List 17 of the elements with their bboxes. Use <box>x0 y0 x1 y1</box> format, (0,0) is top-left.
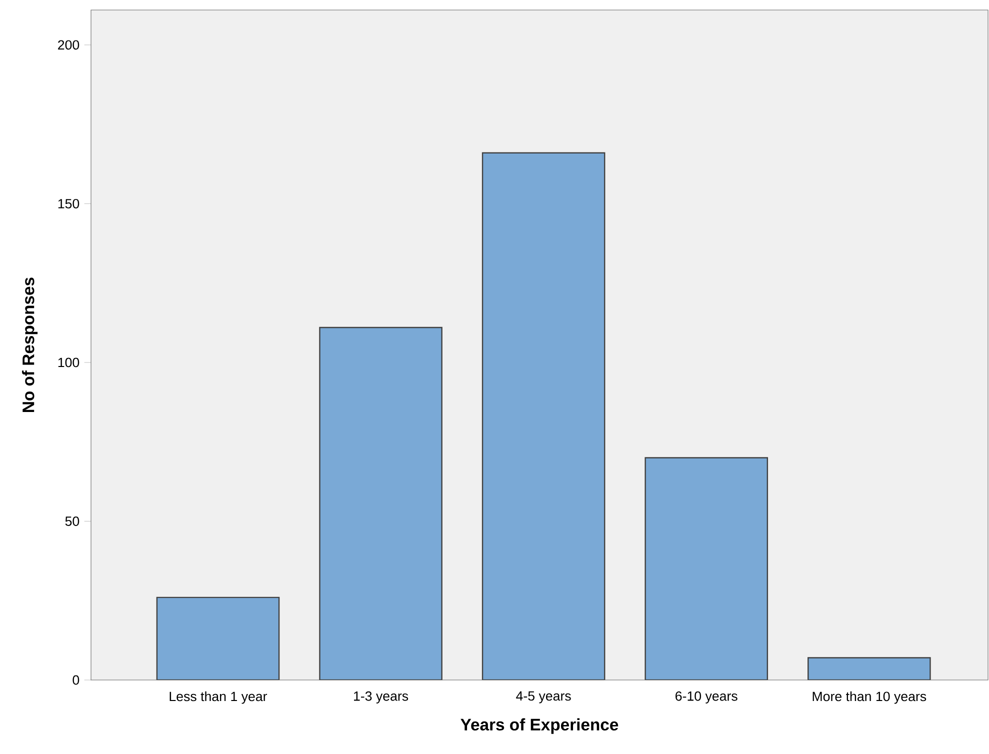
y-tick-label: 0 <box>72 675 80 685</box>
bar <box>482 152 606 680</box>
x-tick-label: 6-10 years <box>676 691 738 704</box>
x-tick-label: 1-3 years <box>354 691 408 704</box>
x-axis-title: Years of Experience <box>460 718 618 734</box>
x-tick-label: Less than 1 year <box>170 691 268 704</box>
y-axis-title: No of Responses <box>22 278 38 412</box>
bar <box>156 596 280 680</box>
y-tick-label: 150 <box>58 198 80 208</box>
y-tick-label: 100 <box>58 358 80 368</box>
y-tick-label: 200 <box>58 40 80 50</box>
y-tick-label: 50 <box>65 516 80 526</box>
x-tick-label: 4-5 years <box>516 691 571 704</box>
x-tick-label: More than 10 years <box>812 691 926 704</box>
bar <box>808 657 931 680</box>
bar <box>319 326 442 680</box>
bar <box>645 458 768 680</box>
